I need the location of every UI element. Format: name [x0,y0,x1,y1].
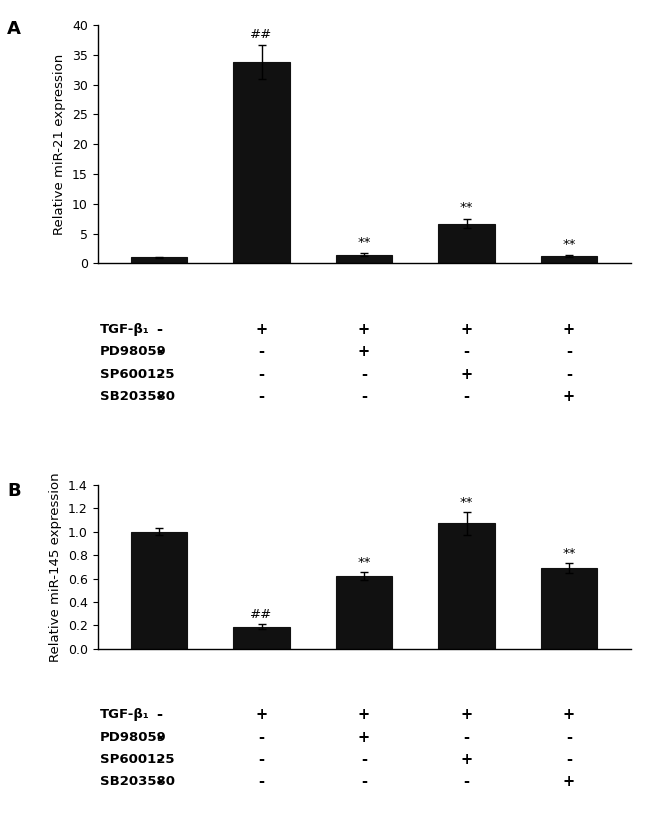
Text: ##: ## [250,607,272,621]
Y-axis label: Relative miR-145 expression: Relative miR-145 expression [49,472,62,661]
Text: +: + [563,775,575,790]
Text: -: - [566,730,572,745]
Bar [131,257,187,264]
Text: +: + [358,322,370,337]
Text: PD98059: PD98059 [99,345,166,359]
Text: +: + [563,322,575,337]
Text: **: ** [562,547,576,560]
Text: -: - [259,752,265,767]
Text: -: - [156,389,162,404]
Text: -: - [361,752,367,767]
Text: **: ** [460,496,473,509]
Text: +: + [460,752,473,767]
Text: **: ** [562,238,576,250]
Text: +: + [255,322,268,337]
Text: +: + [460,367,473,382]
Text: -: - [156,707,162,722]
Text: +: + [358,730,370,745]
Text: ##: ## [250,28,272,41]
Text: -: - [259,775,265,790]
Text: -: - [463,389,469,404]
Text: **: ** [460,201,473,215]
Text: -: - [361,775,367,790]
Text: PD98059: PD98059 [99,730,166,744]
Text: -: - [566,344,572,359]
Text: **: ** [358,235,370,249]
Text: -: - [463,775,469,790]
Text: -: - [259,389,265,404]
Text: -: - [156,322,162,337]
Text: +: + [358,344,370,359]
Bar [541,256,597,264]
Text: TGF-β₁: TGF-β₁ [99,708,150,721]
Text: B: B [7,482,21,499]
Text: -: - [259,367,265,382]
Bar [438,523,495,649]
Text: -: - [566,367,572,382]
Bar [131,532,187,649]
Text: +: + [460,322,473,337]
Y-axis label: Relative miR-21 expression: Relative miR-21 expression [53,53,66,235]
Text: -: - [259,344,265,359]
Text: +: + [460,707,473,722]
Bar [336,255,392,264]
Text: SP600125: SP600125 [99,368,174,380]
Bar [233,62,290,264]
Text: -: - [361,389,367,404]
Text: -: - [259,730,265,745]
Text: -: - [156,730,162,745]
Text: -: - [463,730,469,745]
Text: **: ** [358,556,370,569]
Text: -: - [361,367,367,382]
Bar [336,577,392,649]
Text: A: A [7,20,21,38]
Text: +: + [358,707,370,722]
Text: SB203580: SB203580 [99,775,175,789]
Text: SB203580: SB203580 [99,390,175,403]
Text: TGF-β₁: TGF-β₁ [99,323,150,336]
Text: -: - [463,344,469,359]
Bar [438,224,495,264]
Bar [541,568,597,649]
Text: +: + [563,389,575,404]
Text: -: - [156,367,162,382]
Text: -: - [156,344,162,359]
Bar [233,626,290,649]
Text: -: - [156,752,162,767]
Text: +: + [563,707,575,722]
Text: +: + [255,707,268,722]
Text: SP600125: SP600125 [99,753,174,766]
Text: -: - [156,775,162,790]
Text: -: - [566,752,572,767]
